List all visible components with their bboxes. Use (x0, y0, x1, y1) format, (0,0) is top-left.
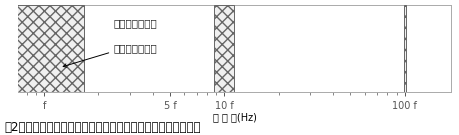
Bar (5, 5, 84, 92)
X-axis label: 周 波 数(Hz): 周 波 数(Hz) (212, 112, 256, 122)
Text: 定比型フィルタ: 定比型フィルタ (113, 44, 157, 54)
Bar (213, 5, 234, 92)
Bar (403, 5, 405, 92)
Text: 定幅型フィルタ: 定幅型フィルタ (113, 18, 157, 28)
Text: 図2　対数スケールでの定比と定幅フィルタのバンド幅の変化: 図2 対数スケールでの定比と定幅フィルタのバンド幅の変化 (5, 121, 201, 134)
